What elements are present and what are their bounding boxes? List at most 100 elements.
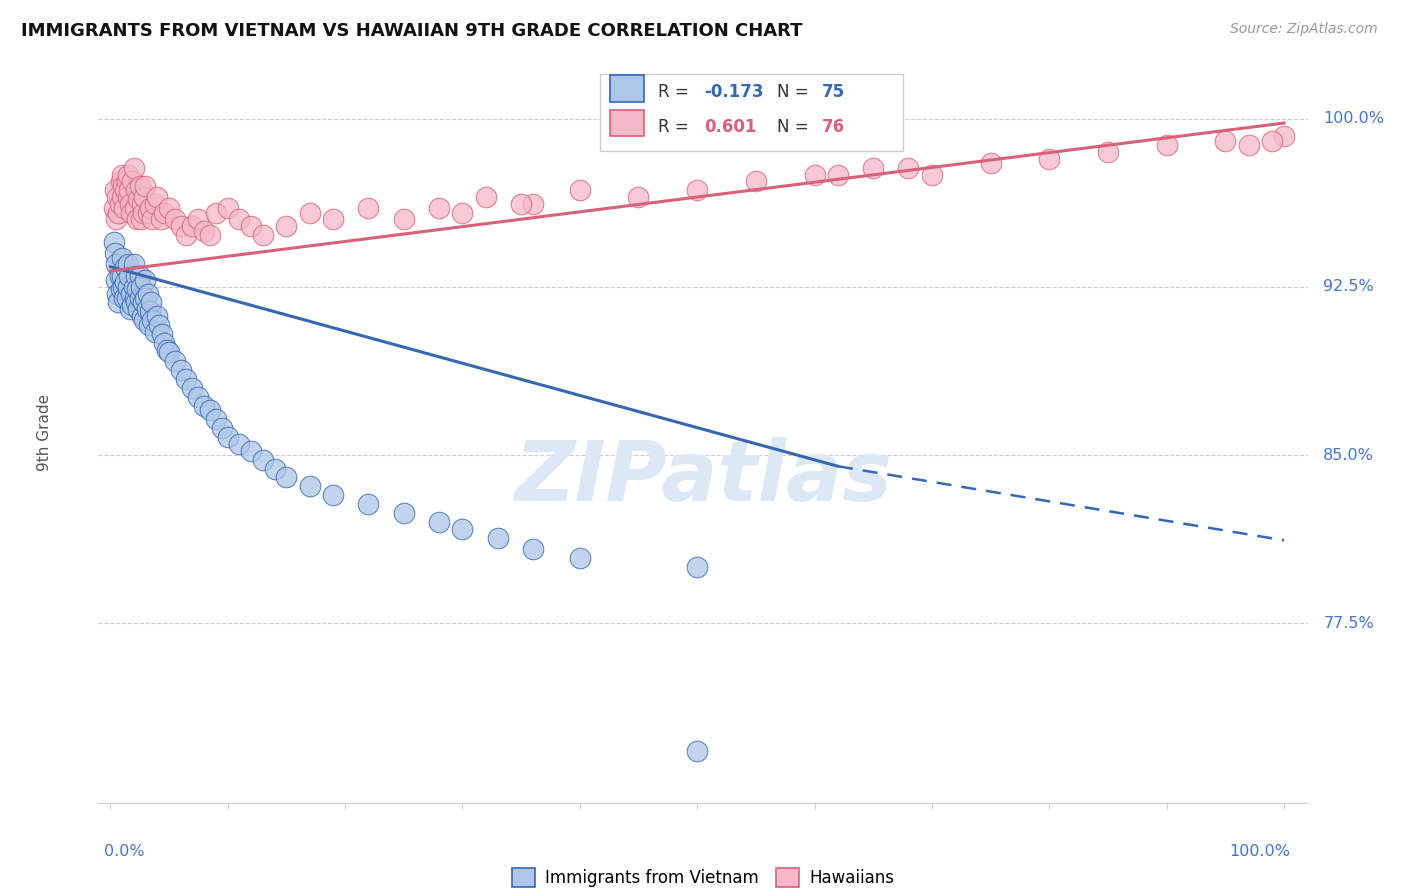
Point bbox=[103, 201, 125, 215]
Point bbox=[127, 282, 149, 296]
Text: 92.5%: 92.5% bbox=[1323, 279, 1374, 294]
Point bbox=[157, 201, 180, 215]
Text: ZIPatlas: ZIPatlas bbox=[515, 436, 891, 517]
Point bbox=[127, 192, 149, 206]
Point bbox=[134, 291, 156, 305]
Point bbox=[138, 318, 160, 332]
Point bbox=[115, 291, 138, 305]
Point bbox=[141, 313, 163, 327]
Point bbox=[1272, 129, 1295, 144]
Point bbox=[132, 295, 155, 310]
FancyBboxPatch shape bbox=[600, 73, 903, 152]
Point bbox=[107, 295, 129, 310]
Point bbox=[120, 302, 142, 317]
Point bbox=[108, 196, 131, 211]
Point bbox=[117, 168, 139, 182]
FancyBboxPatch shape bbox=[610, 75, 644, 102]
Text: IMMIGRANTS FROM VIETNAM VS HAWAIIAN 9TH GRADE CORRELATION CHART: IMMIGRANTS FROM VIETNAM VS HAWAIIAN 9TH … bbox=[21, 22, 803, 40]
Point bbox=[112, 291, 135, 305]
Point bbox=[921, 168, 943, 182]
Point bbox=[211, 421, 233, 435]
Point bbox=[112, 178, 135, 193]
Text: 0.0%: 0.0% bbox=[104, 844, 145, 858]
Point bbox=[112, 201, 135, 215]
Point bbox=[149, 212, 172, 227]
Point bbox=[187, 390, 209, 404]
Point bbox=[118, 183, 141, 197]
Point bbox=[150, 326, 173, 341]
Point bbox=[686, 744, 709, 758]
Point bbox=[228, 437, 250, 451]
Point bbox=[627, 190, 650, 204]
Point bbox=[686, 560, 709, 574]
Legend: Immigrants from Vietnam, Hawaiians: Immigrants from Vietnam, Hawaiians bbox=[503, 859, 903, 892]
Point bbox=[322, 488, 344, 502]
Point bbox=[104, 183, 127, 197]
Point bbox=[568, 183, 591, 197]
Point bbox=[827, 168, 849, 182]
Point bbox=[122, 280, 145, 294]
Point bbox=[522, 196, 544, 211]
Point bbox=[121, 174, 143, 188]
Point bbox=[117, 280, 139, 294]
Point bbox=[163, 212, 186, 227]
Point bbox=[240, 219, 263, 234]
Point bbox=[134, 190, 156, 204]
Point bbox=[897, 161, 920, 175]
Text: 76: 76 bbox=[821, 118, 845, 136]
Text: R =: R = bbox=[658, 118, 695, 136]
Text: 9th Grade: 9th Grade bbox=[37, 394, 52, 471]
Point bbox=[105, 257, 128, 271]
Point bbox=[193, 399, 215, 413]
Point bbox=[169, 219, 191, 234]
Point bbox=[139, 304, 162, 318]
Point bbox=[153, 335, 176, 350]
Point bbox=[139, 201, 162, 215]
Point bbox=[252, 452, 274, 467]
Point bbox=[114, 260, 136, 274]
Point bbox=[204, 412, 226, 426]
Point bbox=[181, 381, 204, 395]
Point bbox=[1156, 138, 1178, 153]
Point bbox=[118, 268, 141, 283]
Point bbox=[862, 161, 884, 175]
Point bbox=[686, 183, 709, 197]
Text: 100.0%: 100.0% bbox=[1229, 844, 1289, 858]
Point bbox=[451, 522, 474, 536]
Point bbox=[107, 206, 129, 220]
Point bbox=[105, 286, 128, 301]
Point bbox=[129, 212, 152, 227]
Point bbox=[1261, 134, 1284, 148]
Point bbox=[322, 212, 344, 227]
Point bbox=[108, 268, 131, 283]
Point bbox=[146, 309, 169, 323]
Text: Source: ZipAtlas.com: Source: ZipAtlas.com bbox=[1230, 22, 1378, 37]
Point bbox=[105, 273, 128, 287]
Point bbox=[298, 479, 321, 493]
Point bbox=[117, 257, 139, 271]
Text: 85.0%: 85.0% bbox=[1323, 448, 1374, 463]
Point bbox=[121, 298, 143, 312]
Text: 77.5%: 77.5% bbox=[1323, 615, 1374, 631]
Point bbox=[1097, 145, 1119, 160]
Point bbox=[392, 212, 415, 227]
Point bbox=[475, 190, 498, 204]
Point bbox=[115, 174, 138, 188]
Point bbox=[392, 507, 415, 521]
Point bbox=[1215, 134, 1237, 148]
Point bbox=[134, 313, 156, 327]
Point bbox=[980, 156, 1002, 170]
Point bbox=[745, 174, 768, 188]
Point bbox=[803, 168, 825, 182]
Point bbox=[114, 275, 136, 289]
Point bbox=[120, 286, 142, 301]
Text: -0.173: -0.173 bbox=[704, 83, 763, 101]
Point bbox=[427, 516, 450, 530]
Point bbox=[132, 206, 155, 220]
Point bbox=[127, 212, 149, 227]
Text: 0.601: 0.601 bbox=[704, 118, 756, 136]
Text: 75: 75 bbox=[821, 83, 845, 101]
Point bbox=[427, 201, 450, 215]
Point bbox=[181, 219, 204, 234]
Point bbox=[155, 343, 177, 357]
